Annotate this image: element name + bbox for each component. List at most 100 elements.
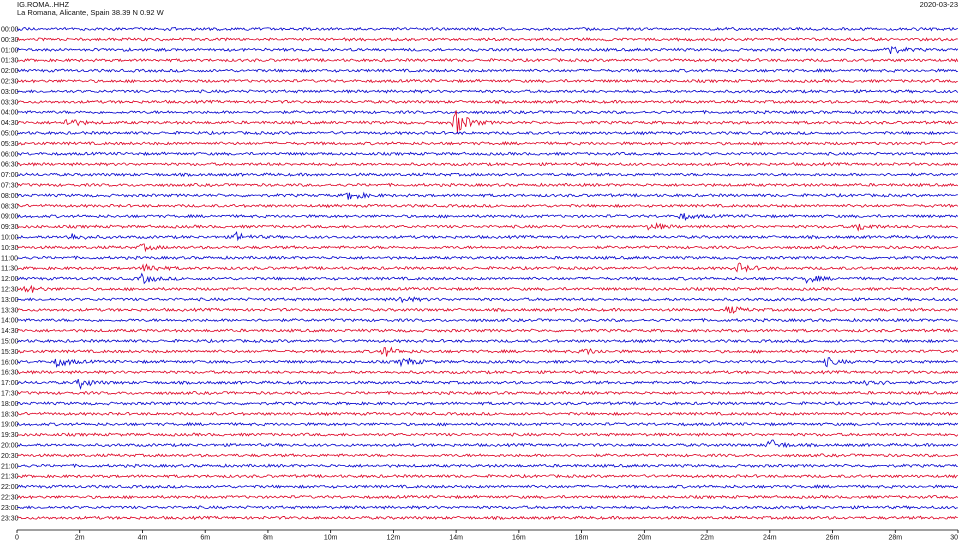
x-tick-label: 22m [700, 535, 714, 540]
row-label: 18:30 [1, 411, 19, 418]
x-tick-label: 6m [200, 535, 210, 540]
row-label: 03:30 [1, 99, 19, 106]
row-label: 14:00 [1, 318, 19, 325]
x-tick-label: 16m [512, 535, 526, 540]
row-label: 06:30 [1, 162, 19, 169]
row-label: 07:00 [1, 172, 19, 179]
x-tick-label: 8m [263, 535, 273, 540]
x-tick-label: 26m [826, 535, 840, 540]
x-tick-label: 18m [575, 535, 589, 540]
trace-line [16, 191, 958, 200]
trace-line [16, 26, 958, 32]
row-label: 18:00 [1, 401, 19, 408]
row-label: 10:30 [1, 245, 19, 252]
trace-line [16, 328, 958, 333]
row-label: 16:00 [1, 359, 19, 366]
trace-line [16, 89, 959, 94]
row-label: 08:30 [1, 203, 19, 210]
row-label: 02:30 [1, 79, 19, 86]
x-tick-label: 20m [638, 535, 652, 540]
row-label: 15:30 [1, 349, 19, 356]
trace-line [16, 109, 959, 115]
row-label: 16:30 [1, 370, 19, 377]
row-label: 08:00 [1, 193, 19, 200]
station-location: La Romana, Alicante, Spain 38.39 N 0.92 … [17, 8, 164, 17]
trace-line [16, 231, 958, 242]
x-tick-label: 24m [763, 535, 777, 540]
x-tick-label: 2m [75, 535, 85, 540]
trace-line [16, 432, 959, 437]
row-label: 00:00 [1, 27, 19, 34]
trace-line [16, 243, 958, 253]
row-label: 12:30 [1, 287, 19, 294]
row-label: 19:00 [1, 422, 19, 429]
trace-line [16, 140, 959, 146]
record-date: 2020-03-23 [919, 0, 958, 9]
trace-line [16, 346, 959, 357]
trace-line [16, 463, 958, 469]
row-label: 22:30 [1, 495, 19, 502]
x-axis: 0 2m 4m 6m 8m 10m 12m 14m 16m 18m 20m 22m 24m 26m 28m 3… [15, 529, 959, 540]
trace-line [16, 357, 958, 368]
trace-line [16, 37, 958, 42]
row-label: 04:00 [1, 110, 19, 117]
row-label: 21:30 [1, 474, 19, 481]
x-tick-label: 12m [387, 535, 401, 540]
row-label: 09:00 [1, 214, 19, 221]
row-label: 04:30 [1, 120, 19, 127]
row-label: 11:30 [1, 266, 18, 273]
row-label: 23:00 [1, 505, 19, 512]
row-label: 13:30 [1, 307, 19, 314]
trace-line [16, 453, 959, 458]
trace-rows: 00:00 00:30 01:00 01:30 02:00 02:30 03:00 03:30… [1, 26, 959, 522]
row-label: 00:30 [1, 37, 19, 44]
row-label: 17:30 [1, 391, 19, 398]
row-label: 20:30 [1, 453, 19, 460]
trace-line [16, 272, 958, 285]
trace-line [16, 411, 959, 417]
trace-line [16, 473, 958, 479]
x-tick-label: 4m [138, 535, 148, 540]
trace-line [16, 99, 959, 105]
row-label: 03:00 [1, 89, 19, 96]
trace-line [16, 338, 958, 344]
row-label: 14:30 [1, 328, 19, 335]
trace-line [16, 130, 958, 136]
trace-line [16, 305, 959, 314]
trace-line [16, 161, 959, 167]
station-title: IG.ROMA..HHZ [17, 0, 70, 9]
trace-line [16, 439, 959, 449]
row-label: 07:30 [1, 183, 19, 190]
trace-line [16, 255, 959, 261]
row-label: 10:00 [1, 235, 19, 242]
row-label: 05:30 [1, 141, 19, 148]
trace-line [16, 45, 959, 55]
trace-line [16, 505, 958, 510]
trace-line [16, 57, 959, 63]
row-label: 06:00 [1, 151, 19, 158]
trace-line [16, 182, 959, 188]
trace-line [16, 78, 958, 84]
trace-line [16, 203, 959, 209]
row-label: 01:30 [1, 58, 19, 65]
x-tick-label: 14m [449, 535, 463, 540]
row-label: 13:00 [1, 297, 19, 304]
trace-line [16, 284, 959, 293]
trace-line [16, 378, 958, 391]
trace-line [16, 515, 958, 521]
x-tick-label: 28m [888, 535, 902, 540]
row-label: 02:00 [1, 68, 19, 75]
trace-line [16, 400, 958, 406]
row-label: 21:00 [1, 463, 19, 470]
trace-line [16, 421, 959, 427]
trace-line [16, 390, 959, 396]
row-label: 11:00 [1, 255, 18, 262]
trace-line [16, 484, 959, 489]
row-label: 17:00 [1, 380, 19, 387]
row-label: 01:00 [1, 47, 19, 54]
row-label: 22:00 [1, 484, 19, 491]
row-label: 19:30 [1, 432, 19, 439]
trace-line [16, 494, 959, 500]
row-label: 23:30 [1, 515, 19, 522]
